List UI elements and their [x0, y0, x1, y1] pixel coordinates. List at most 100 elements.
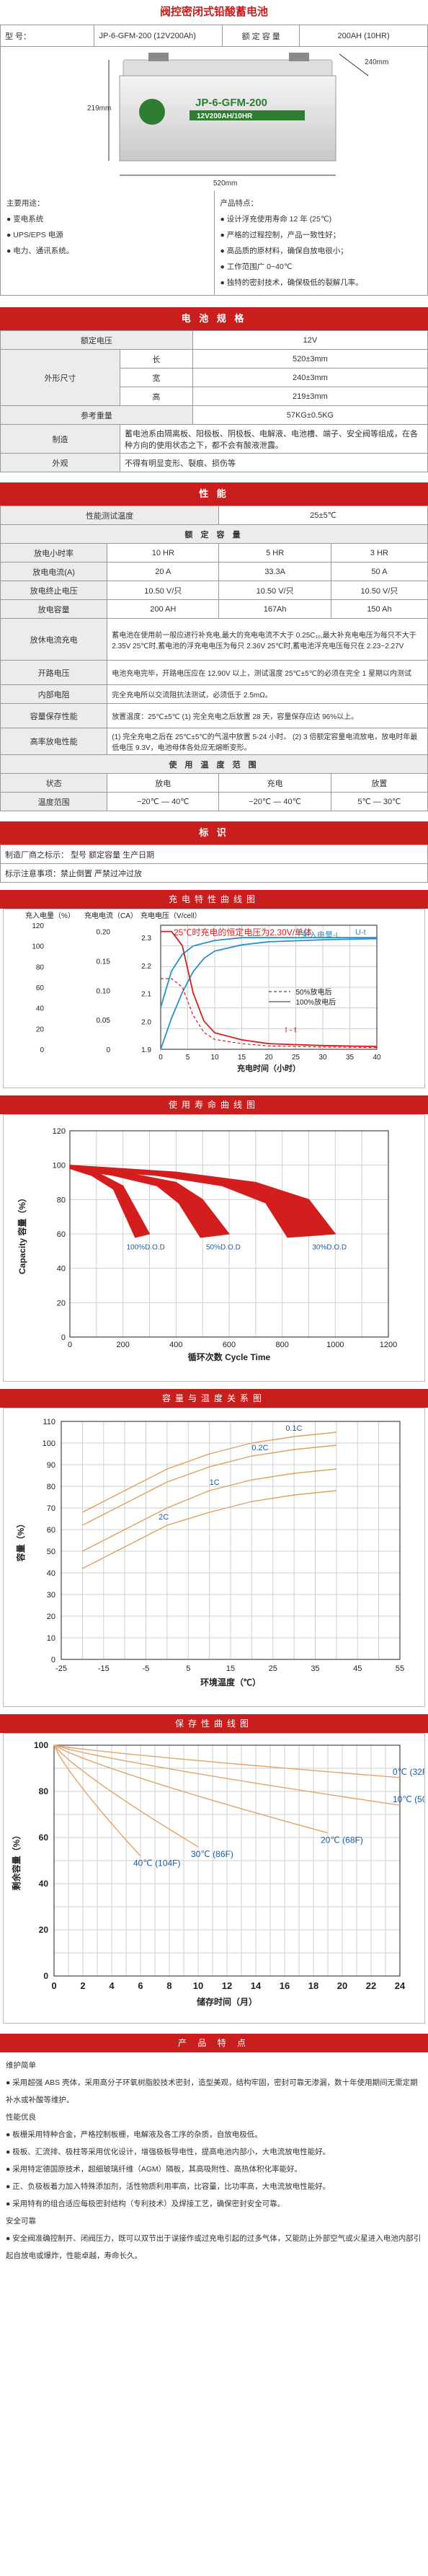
- perf-table: 性能测试温度 25±5℃ 额 定 容 量 放电小时率 10 HR 5 HR 3 HR 放…: [0, 506, 428, 811]
- float-label: 放休电流充电: [0, 618, 108, 661]
- charge-chart-frame: 0 5 10 15 20 25 30 35 40 0 20 40 60 80 100 120 0 0.05 0.10…: [3, 909, 425, 1088]
- uses-item: ● 变电系统: [6, 215, 44, 224]
- x-tick-label: 15: [238, 1054, 246, 1062]
- y-tick-label: 60: [39, 1832, 49, 1843]
- temp-chart-header: 容量与温度关系图: [0, 1389, 428, 1408]
- y-axis-label: Capacity 容量（%）: [17, 1194, 27, 1274]
- weight-label: 参考重量: [0, 405, 193, 425]
- desc-paragraph: ● 采用特有的组合适应每极密封结构（专利技术）及焊接工艺，确保密封安全可靠。: [6, 2200, 285, 2208]
- x-tick-label: 55: [396, 1664, 404, 1673]
- series-label-store: 10℃ (50F): [393, 1794, 424, 1804]
- width-value: 240±3mm: [192, 368, 428, 387]
- hirate-label: 高率放电性能: [0, 728, 108, 755]
- x-tick-label: 15: [226, 1664, 235, 1673]
- desc-heading: 性能优良: [6, 2113, 36, 2122]
- env-col: 状态: [0, 773, 108, 793]
- desc-header: 产 品 特 点: [0, 2034, 428, 2052]
- y-axis-label-current: 充电电流（CA）: [84, 911, 138, 920]
- ir-value: 完全充电所以交流阻抗法测试，必须低于 2.5mΩ。: [107, 684, 428, 704]
- ocv-label: 开路电压: [0, 660, 108, 685]
- test-temp-value: 25±5℃: [218, 506, 428, 525]
- y-tick-label: 30: [47, 1591, 55, 1600]
- legend-label-50: 50%放电后: [296, 987, 332, 997]
- x-tick-label: 20: [264, 1054, 273, 1062]
- battery-terminal-neg: [148, 53, 169, 61]
- pct-tick-label: 80: [36, 963, 45, 971]
- voltage-tick-label: 2.3: [141, 935, 151, 943]
- pct-tick-label: 100: [32, 943, 44, 951]
- rated-cap-header: 额 定 容 量: [0, 524, 428, 544]
- series-label-life: 50%D.O.D: [206, 1244, 241, 1252]
- series-line-store: [53, 1744, 141, 1857]
- length-label: 长: [120, 349, 193, 369]
- battery-rating-text: 12V200AH/10HR: [197, 113, 253, 120]
- storage-value: 放置温度：25℃±5℃ (1) 完全充电之后放置 28 天，容量保存应达 96%…: [107, 703, 428, 728]
- x-tick-label: -15: [98, 1664, 110, 1673]
- series-line-charged: [160, 938, 378, 1050]
- series-label-temp: 0.1C: [285, 1424, 302, 1433]
- features-short-column: 产品特点： ● 设计浮充使用寿命 12 年 (25℃) ● 严格的过程控制，产品…: [215, 191, 428, 295]
- y-axis-label: 剩余容量（%）: [11, 1831, 22, 1891]
- x-tick-label: 14: [251, 1980, 262, 1991]
- series-line-current: [161, 930, 378, 1047]
- ocv-value: 电池充电完毕，开路电压应在 12.90V 以上，测试温度 25℃±5℃的必须在完…: [107, 660, 428, 685]
- series-line-store: [53, 1744, 329, 1834]
- plot-border: [69, 1130, 389, 1338]
- rated-voltage-value: 12V: [192, 330, 428, 350]
- features-short-title: 产品特点：: [220, 199, 259, 208]
- marks-row: 标示注意事项：禁止倒置 严禁过冲过放: [0, 863, 428, 883]
- make-value: 蓄电池系由隔离板、阳极板、阴极板、电解液、电池槽、端子、安全阀等组成，在各种方向…: [120, 424, 428, 454]
- voltage-tick-label: 2.1: [141, 991, 151, 999]
- series-label-life: 100%D.O.D: [127, 1244, 165, 1252]
- x-tick-label: 20: [337, 1980, 347, 1991]
- x-axis-label: 环境温度（℃）: [200, 1677, 261, 1688]
- datasheet-page: 阀控密闭式铅酸蓄电池 型 号： JP-6-GFM-200 (12V200Ah) …: [0, 6, 428, 2260]
- series-label-current: I - t: [285, 1025, 297, 1034]
- capacity-value: 200AH (10HR): [299, 25, 428, 47]
- uses-column: 主要用途： ● 变电系统 ● UPS/EPS 电源 ● 电力、通讯系统。: [1, 191, 215, 295]
- series-line-voltage: [160, 937, 377, 1008]
- rate-label: 放电小时率: [0, 543, 108, 563]
- cap-cell: 200 AH: [107, 599, 220, 619]
- x-tick-label: 200: [116, 1341, 129, 1349]
- rate-cell: 3 HR: [330, 543, 428, 563]
- rate-cell: 5 HR: [218, 543, 331, 563]
- current-tick-label: 0.10: [97, 987, 111, 995]
- x-tick-label: -25: [55, 1664, 67, 1673]
- features-short-item: ● 独特的密封技术，确保极低的裂解几率。: [220, 278, 363, 287]
- y-tick-label: 100: [34, 1740, 48, 1750]
- current-tick-label: 0.20: [97, 929, 111, 937]
- series-label-store: 30℃ (86F): [191, 1849, 233, 1859]
- x-tick-label: 0: [68, 1341, 72, 1349]
- env-col: 充电: [218, 773, 331, 793]
- battery-terminal-pos: [289, 53, 309, 61]
- current-tick-label: 0.05: [97, 1017, 111, 1025]
- make-label: 制造: [0, 424, 121, 454]
- width-label: 宽: [120, 368, 193, 387]
- series-line-temp: [82, 1490, 336, 1569]
- env-label: 温度范围: [0, 792, 108, 811]
- current-cell: 50 A: [330, 562, 428, 581]
- y-tick-label: 80: [57, 1196, 66, 1204]
- pct-tick-label: 40: [36, 1005, 45, 1013]
- look-value: 不得有明显变形、裂痕、损伤等: [120, 453, 428, 472]
- storage-label: 容量保存性能: [0, 703, 108, 728]
- rate-cell: 10 HR: [107, 543, 220, 563]
- series-line-temp: [82, 1444, 336, 1526]
- x-tick-label: 5: [186, 1054, 190, 1062]
- desc-heading: 维护简单: [6, 2061, 36, 2070]
- plot-border: [160, 925, 378, 1050]
- features-short-item: ● 设计浮充使用寿命 12 年 (25℃): [220, 215, 332, 224]
- series-label-store: 0℃ (32F): [393, 1767, 424, 1777]
- y-axis-label: 容量（%）: [15, 1519, 26, 1563]
- series-label-life: 30%D.O.D: [312, 1244, 347, 1252]
- x-tick-label: 35: [346, 1054, 355, 1062]
- marks-table: 制造厂商之标示： 型号 额定容量 生产日期 标示注意事项：禁止倒置 严禁过冲过放: [0, 844, 428, 883]
- y-tick-label: 100: [43, 1439, 55, 1448]
- y-tick-label: 0: [61, 1333, 66, 1342]
- x-tick-label: 1000: [326, 1341, 344, 1349]
- y-tick-label: 40: [47, 1569, 55, 1578]
- x-tick-label: 8: [166, 1980, 171, 1991]
- y-tick-label: 0: [43, 1971, 48, 1981]
- capacity-label: 额 定 容 量: [222, 25, 300, 47]
